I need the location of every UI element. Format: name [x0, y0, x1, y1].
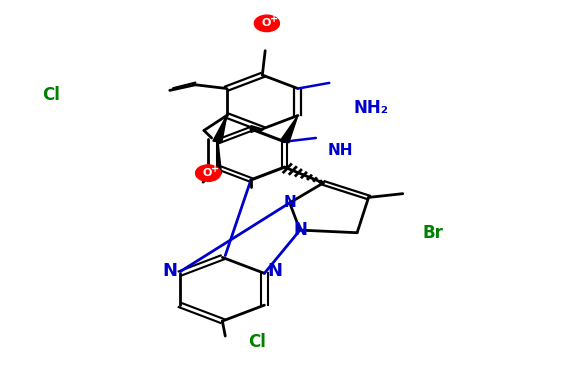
- Polygon shape: [280, 116, 298, 142]
- Text: N: N: [162, 263, 177, 280]
- Polygon shape: [251, 126, 262, 132]
- Text: N: N: [293, 221, 307, 239]
- Text: NH: NH: [328, 143, 354, 158]
- Text: +: +: [270, 14, 278, 24]
- Text: N: N: [283, 195, 296, 211]
- Text: Cl: Cl: [248, 332, 266, 351]
- Text: N: N: [267, 263, 282, 280]
- Text: Br: Br: [422, 224, 443, 242]
- Text: +: +: [211, 164, 219, 174]
- Circle shape: [196, 165, 221, 181]
- Text: Cl: Cl: [42, 86, 60, 103]
- Circle shape: [255, 15, 279, 32]
- Polygon shape: [213, 116, 227, 142]
- Text: O: O: [261, 18, 271, 28]
- Text: O: O: [202, 168, 212, 178]
- Text: NH₂: NH₂: [354, 99, 389, 117]
